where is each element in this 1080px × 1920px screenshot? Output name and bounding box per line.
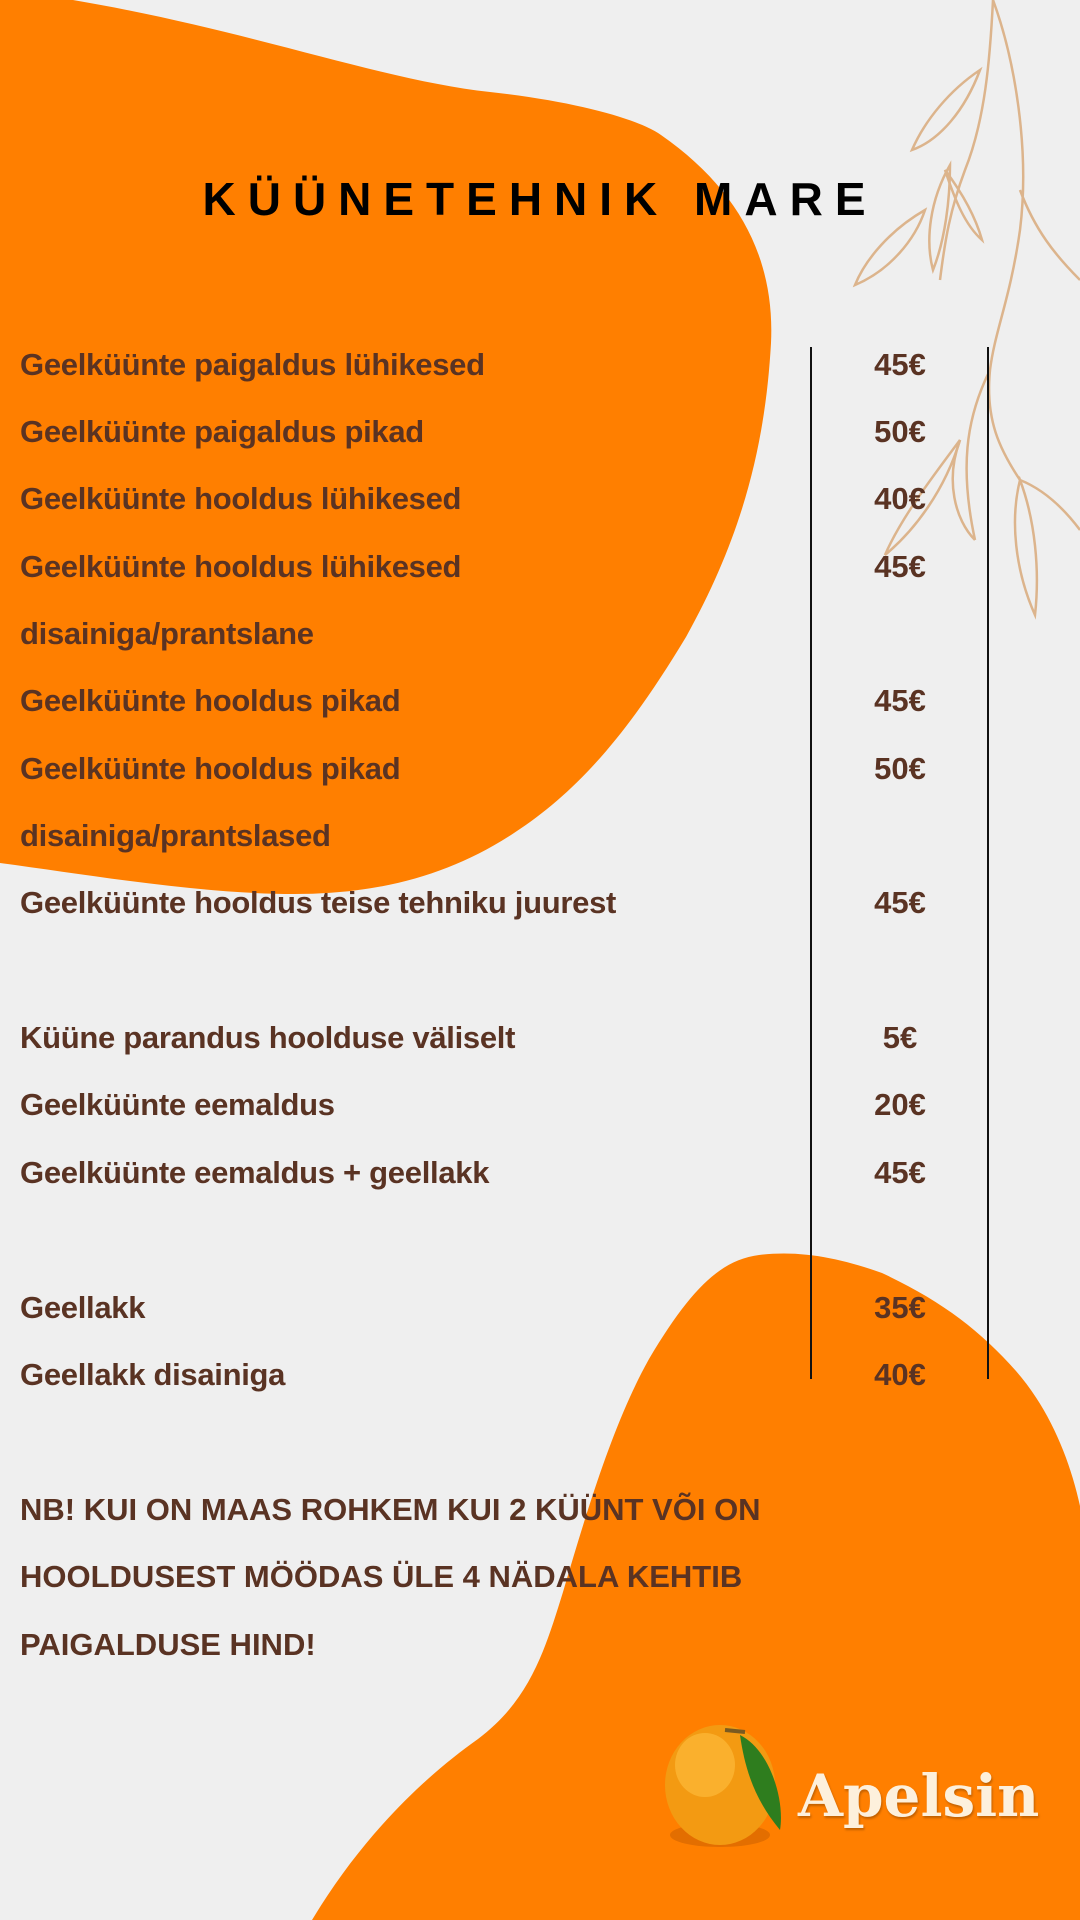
service-price: 40€ (874, 1357, 926, 1392)
service-name: Küüne parandus hoolduse väliselt (20, 1020, 516, 1055)
service-name: Geellakk disainiga (20, 1357, 286, 1392)
service-name: Geellakk (20, 1290, 146, 1325)
service-name: Geelküünte hooldus lühikesed (20, 481, 462, 516)
service-price: 50€ (874, 414, 926, 449)
note-line: NB! KUI ON MAAS ROHKEM KUI 2 KÜÜNT VÕI O… (20, 1492, 761, 1527)
service-price: 50€ (874, 751, 926, 786)
column-divider-left (810, 347, 812, 1379)
service-price: 45€ (874, 549, 926, 584)
service-price: 5€ (882, 1020, 918, 1055)
leaf-branch-decoration (852, 0, 1080, 620)
service-name: Geelküünte hooldus teise tehniku juurest (20, 885, 617, 920)
service-name: Geelküünte hooldus lühikesed (20, 549, 462, 584)
note-line: HOOLDUSEST MÖÖDAS ÜLE 4 NÄDALA KEHTIB (20, 1559, 743, 1594)
service-price: 20€ (874, 1087, 926, 1122)
service-name: Geelküünte hooldus pikad (20, 751, 401, 786)
service-name: Geelküünte hooldus pikad (20, 683, 401, 718)
service-price: 40€ (874, 481, 926, 516)
service-name: disainiga/prantslane (20, 616, 314, 651)
orange-fruit-icon (665, 1725, 781, 1847)
top-orange-blob (0, 0, 772, 894)
page-title: KÜÜNETEHNIK MARE (202, 173, 878, 225)
service-name: Geelküünte eemaldus (20, 1087, 335, 1122)
service-price: 45€ (874, 885, 926, 920)
service-name: Geelküünte paigaldus lühikesed (20, 347, 485, 382)
service-name: disainiga/prantslased (20, 818, 331, 853)
service-price: 45€ (874, 683, 926, 718)
note-line: PAIGALDUSE HIND! (20, 1627, 316, 1662)
service-name: Geelküünte eemaldus + geellakk (20, 1155, 490, 1190)
brand-logo-text: Apelsin (798, 1762, 1040, 1830)
service-price: 45€ (874, 1155, 926, 1190)
service-price: 35€ (874, 1290, 926, 1325)
bottom-orange-blob (312, 1253, 1080, 1920)
service-price: 45€ (874, 347, 926, 382)
column-divider-right (987, 347, 989, 1379)
service-name: Geelküünte paigaldus pikad (20, 414, 424, 449)
